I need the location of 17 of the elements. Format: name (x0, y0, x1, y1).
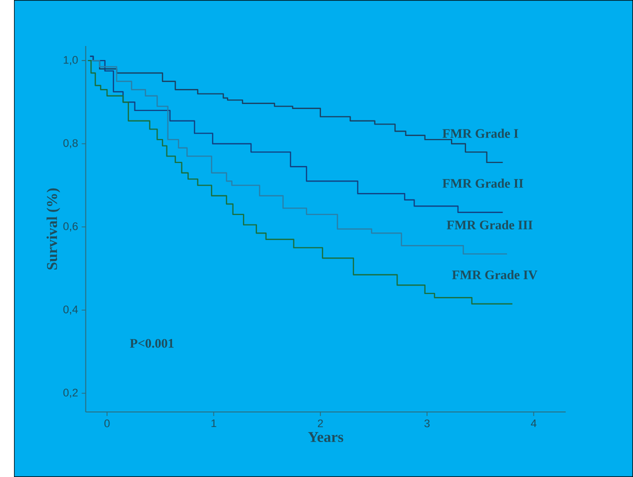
x-tick-label: 4 (530, 420, 536, 428)
y-tick-label: 0,2 (63, 388, 78, 398)
series-label: FMR Grade II (442, 178, 524, 188)
y-axis-title: Survival (%) (46, 188, 60, 270)
y-tick-label: 0,8 (63, 139, 78, 148)
x-tick-label: 3 (424, 420, 430, 428)
x-tick-label: 0 (104, 420, 110, 428)
x-tick-label: 2 (318, 420, 323, 428)
y-tick-label: 1,0 (64, 56, 78, 66)
x-axis-title: Years (308, 432, 344, 442)
x-tick-label: 1 (211, 420, 216, 428)
annotation: P<0.001 (130, 338, 174, 348)
series-label: FMR Grade III (446, 220, 532, 230)
y-tick-label: 0,4 (63, 306, 78, 315)
y-tick-label: 0,6 (63, 222, 78, 232)
series-label: FMR Grade I (442, 128, 518, 138)
series-label: FMR Grade IV (452, 270, 538, 280)
